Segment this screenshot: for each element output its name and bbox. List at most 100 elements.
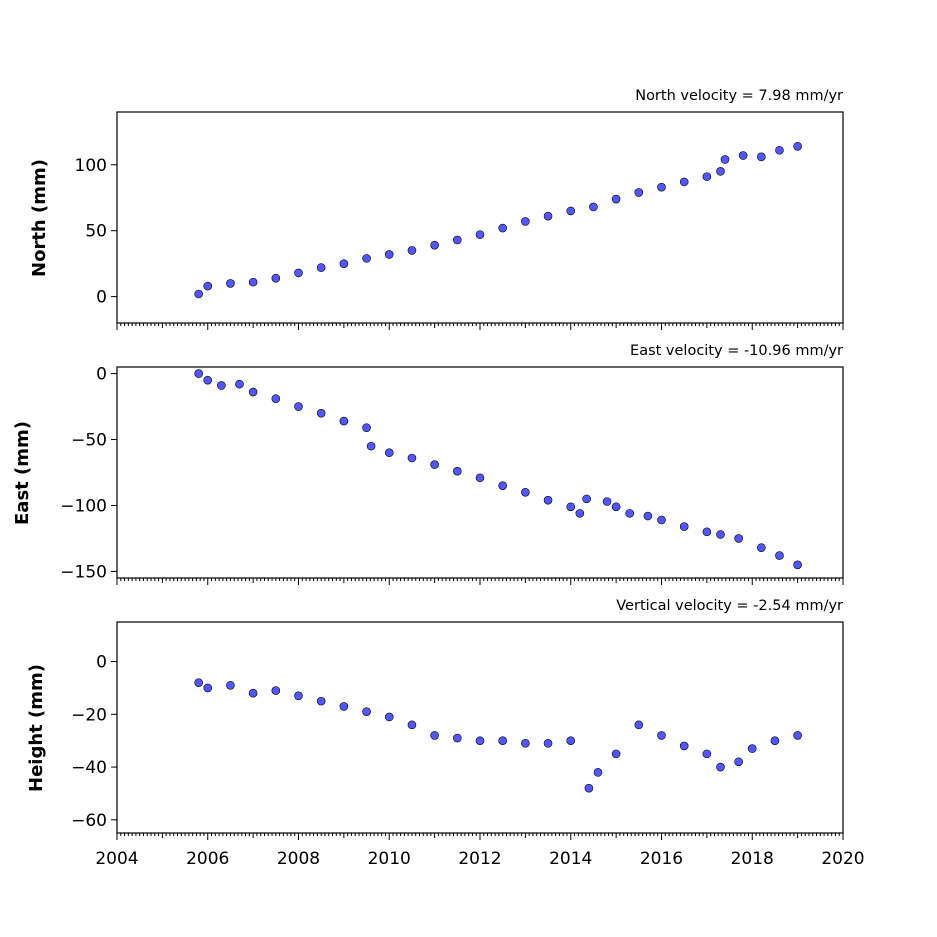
data-point [793,560,802,570]
data-point [611,194,621,204]
data-point [702,527,712,537]
data-point [217,381,226,390]
north-velocity-title: North velocity = 7.98 mm/yr [635,88,843,104]
east-ticks: 0 −50 −100 −150 [60,365,844,585]
data-point [543,211,553,221]
data-point [543,495,553,505]
data-point [226,279,235,288]
data-point [543,739,553,748]
data-point [384,712,394,722]
height-ticks: 0 −20 −40 −60 2004 2006 2008 2010 2012 2014 2016 20… [71,653,865,869]
data-point [407,453,417,463]
east-velocity-title: East velocity = -10.96 mm/yr [630,343,843,359]
data-point [430,731,439,740]
data-point [475,230,485,239]
y-tick-label: −20 [71,705,107,725]
x-tick-label: 2004 [95,849,138,869]
height-axis-label: Height (mm) [26,664,47,792]
data-point [248,387,258,397]
data-point [498,223,507,233]
data-point [702,749,712,759]
data-point [235,379,244,389]
data-point [679,741,689,751]
east-plot-frame [116,366,844,579]
data-point [194,678,203,687]
data-point [793,141,802,151]
data-point [339,416,349,426]
data-point [453,235,462,245]
data-point [366,441,376,451]
data-point [589,202,598,212]
data-point [679,177,689,187]
x-tick-label: 2008 [277,849,320,869]
x-tick-label: 2012 [458,849,501,869]
north-points [194,141,802,299]
data-point [294,268,303,278]
data-point [702,172,712,181]
data-point [475,473,485,483]
y-tick-label: −50 [71,431,107,451]
data-point [271,273,281,283]
data-point [757,152,766,162]
north-plot-frame [116,111,844,324]
data-point [716,530,725,539]
data-point [566,502,576,512]
data-point [657,515,666,525]
data-point [775,145,784,155]
y-tick-label: 50 [85,222,107,242]
data-point [611,749,621,759]
height-panel: 0 −20 −40 −60 2004 2006 2008 2010 2012 2014 2016 20… [26,598,865,869]
data-point [593,768,603,777]
data-point [521,217,530,226]
data-point [634,188,644,197]
data-point [716,167,725,176]
x-tick-label: 2020 [821,849,864,869]
data-point [271,686,281,695]
data-point [271,394,281,403]
data-point [407,720,417,730]
east-points [194,369,802,570]
north-panel: 0 50 100 North velocity = 7.98 mm/yr North… [29,88,844,330]
data-point [203,281,213,291]
data-point [643,511,653,521]
x-tick-label: 2006 [186,849,229,869]
data-point [734,534,743,543]
data-point [384,448,394,458]
y-tick-label: 100 [75,156,107,176]
data-point [203,683,213,693]
y-tick-label: −150 [60,562,107,582]
data-point [716,762,725,772]
north-axis-label: North (mm) [29,159,50,277]
data-point [734,757,743,767]
data-point [316,408,326,418]
data-point [775,551,784,560]
x-tick-label: 2016 [640,849,683,869]
data-point [430,240,439,250]
data-point [194,369,203,378]
data-point [498,481,507,490]
data-point [362,423,371,432]
data-point [248,688,258,698]
data-point [316,696,326,706]
east-panel: 0 −50 −100 −150 East velocity = -10.96 mm/y… [12,343,844,585]
data-point [757,543,766,552]
data-point [498,736,507,745]
data-point [720,155,730,164]
data-point [747,744,757,753]
x-tick-label: 2010 [368,849,411,869]
data-point [566,206,576,216]
y-tick-label: 0 [96,653,107,673]
data-point [248,277,258,287]
x-tick-label: 2014 [549,849,592,869]
data-point [226,680,235,690]
y-tick-label: 0 [96,365,107,385]
east-axis-label: East (mm) [12,421,33,525]
data-point [362,254,371,263]
data-point [194,289,203,299]
data-point [575,509,585,518]
data-point [453,733,462,743]
data-point [453,466,462,476]
data-point [339,259,349,268]
data-point [384,250,394,259]
vertical-velocity-title: Vertical velocity = -2.54 mm/yr [616,598,843,614]
